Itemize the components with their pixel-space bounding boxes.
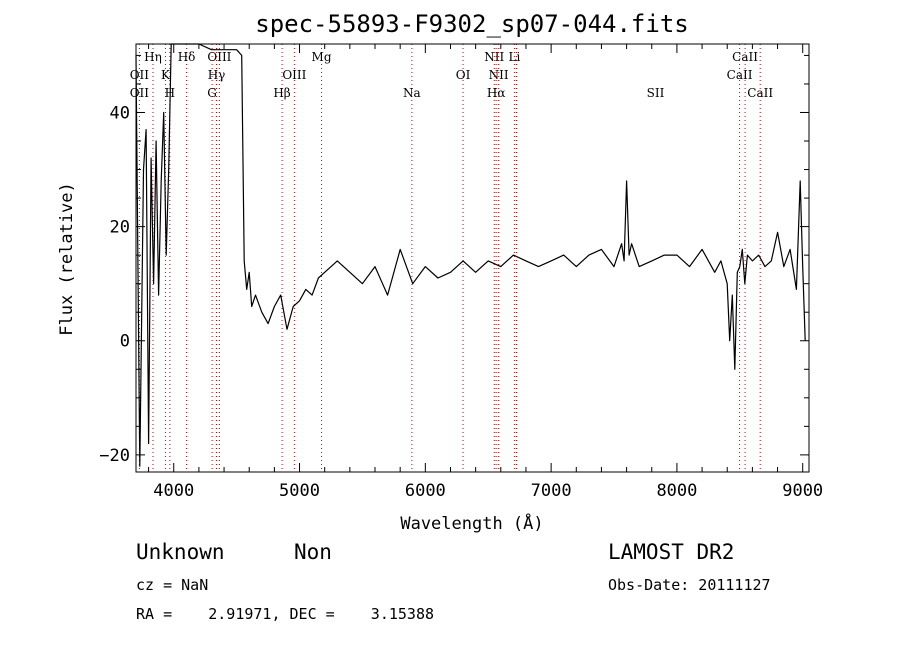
line-label: G	[207, 86, 217, 100]
ra-dec: RA = 2.91971, DEC = 3.15388	[136, 605, 435, 623]
survey-label: LAMOST DR2	[608, 540, 735, 564]
x-tick-label: 9000	[782, 481, 823, 501]
line-label: Hδ	[178, 50, 196, 64]
obs-date: Obs-Date: 20111127	[608, 576, 771, 594]
x-tick-label: 8000	[656, 481, 697, 501]
line-label: Hβ	[273, 86, 290, 100]
line-label: SII	[647, 86, 665, 100]
line-label: K	[161, 68, 171, 82]
line-label: Hγ	[208, 68, 226, 82]
line-label: NII	[484, 50, 504, 64]
x-tick-label: 4000	[153, 481, 194, 501]
line-label: CaII	[732, 50, 758, 64]
line-label: Mg	[312, 50, 332, 64]
x-tick-label: 7000	[531, 481, 572, 501]
line-label: OII	[130, 68, 150, 82]
line-label: Hα	[487, 86, 506, 100]
subclass-label: Non	[294, 540, 332, 564]
y-tick-label: 0	[120, 332, 130, 352]
class-label: Unknown	[136, 540, 225, 564]
line-label: NII	[489, 68, 509, 82]
line-label: Hη	[144, 50, 162, 64]
y-tick-label: 20	[110, 218, 130, 238]
line-label: OIII	[282, 68, 306, 82]
y-tick-label: 40	[110, 103, 130, 123]
spectrum-series	[135, 43, 806, 467]
line-label: OII	[130, 86, 150, 100]
line-label: OIII	[207, 50, 231, 64]
x-tick-label: 5000	[279, 481, 320, 501]
chart-title: spec-55893-F9302_sp07-044.fits	[255, 10, 688, 38]
y-axis-label: Flux (relative)	[57, 182, 77, 336]
x-tick-label: 6000	[405, 481, 446, 501]
axes: 4000 5000 6000 7000 8000 9000 −20 0 20 40	[99, 44, 823, 501]
spectrum-line	[135, 43, 806, 467]
x-axis-label: Wavelength (Å)	[400, 512, 543, 534]
line-label: Na	[403, 86, 421, 100]
cz-value: cz = NaN	[136, 576, 209, 594]
line-label: OI	[456, 68, 471, 82]
y-tick-label: −20	[99, 446, 130, 466]
line-label: CaII	[747, 86, 773, 100]
plot-frame	[135, 43, 810, 473]
line-label: Li	[508, 50, 520, 64]
line-label: CaII	[727, 68, 753, 82]
